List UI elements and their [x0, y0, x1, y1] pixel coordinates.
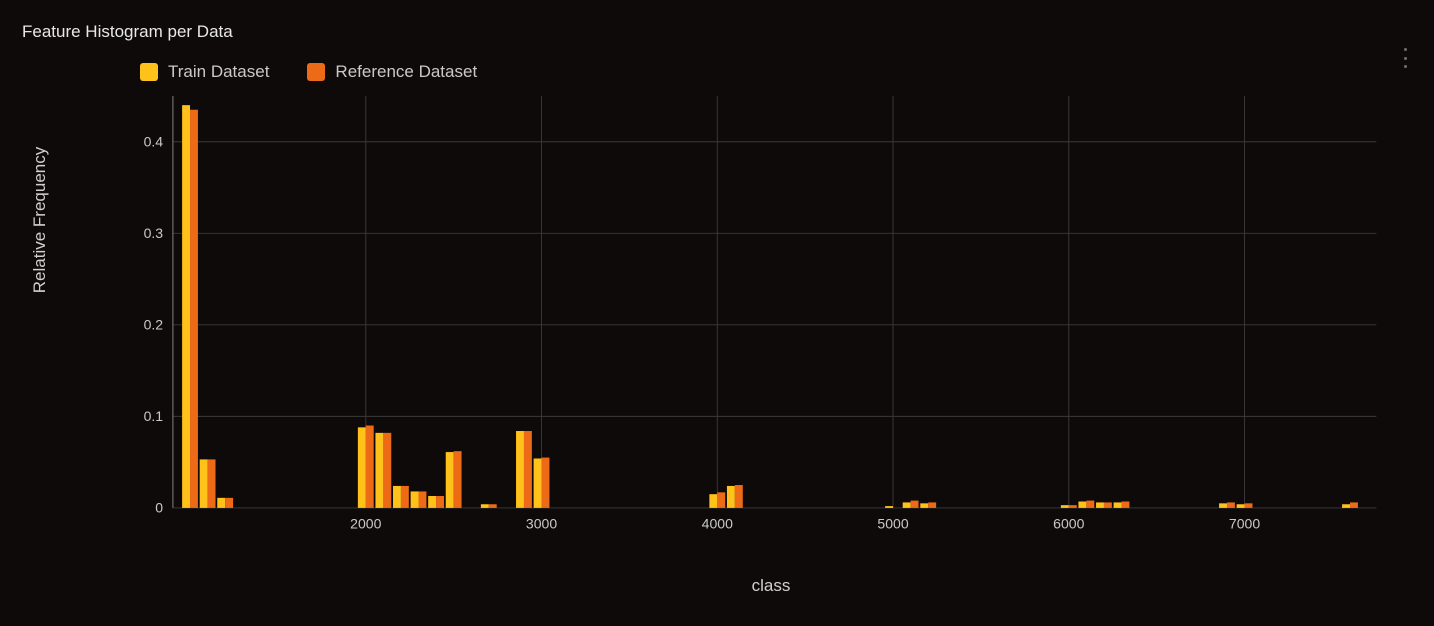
bar: [727, 486, 735, 508]
svg-text:5000: 5000: [877, 516, 908, 532]
legend-label-train: Train Dataset: [168, 62, 269, 82]
bar: [182, 105, 190, 508]
bar: [436, 496, 444, 508]
bar: [190, 110, 198, 508]
svg-text:7000: 7000: [1229, 516, 1260, 532]
bar: [735, 485, 743, 508]
bar: [1078, 502, 1086, 508]
bar: [217, 498, 225, 508]
chart-panel: Feature Histogram per Data Train Dataset…: [0, 0, 1434, 626]
bar: [419, 491, 427, 507]
chart-legend: Train Dataset Reference Dataset: [140, 62, 477, 82]
bar: [516, 431, 524, 508]
bar: [481, 504, 489, 508]
panel-menu-icon[interactable]: [1398, 48, 1412, 68]
svg-text:0.2: 0.2: [144, 317, 164, 333]
x-axis-label: class: [0, 576, 1434, 596]
y-axis-label: Relative Frequency: [30, 147, 50, 293]
svg-text:0: 0: [155, 500, 163, 516]
bar: [200, 459, 208, 508]
bar: [393, 486, 401, 508]
bar: [358, 427, 366, 508]
bar: [1342, 504, 1350, 508]
svg-text:2000: 2000: [350, 516, 381, 532]
bar: [446, 452, 454, 508]
bar: [1237, 504, 1245, 508]
legend-swatch-train: [140, 63, 158, 81]
bar: [920, 503, 928, 508]
svg-text:0.3: 0.3: [144, 225, 164, 241]
chart-title: Feature Histogram per Data: [22, 22, 233, 42]
bar: [542, 458, 550, 508]
bar: [1104, 502, 1112, 507]
bar: [1227, 502, 1235, 507]
bar: [903, 502, 911, 507]
bar: [489, 504, 497, 508]
bar: [454, 451, 462, 508]
bar: [1350, 502, 1358, 507]
bar: [911, 501, 919, 508]
svg-text:3000: 3000: [526, 516, 557, 532]
legend-item-reference[interactable]: Reference Dataset: [307, 62, 477, 82]
bar: [1069, 505, 1077, 508]
svg-text:4000: 4000: [702, 516, 733, 532]
bar: [524, 431, 532, 508]
bar: [1096, 502, 1104, 507]
legend-swatch-reference: [307, 63, 325, 81]
legend-item-train[interactable]: Train Dataset: [140, 62, 269, 82]
bar: [928, 502, 936, 507]
bar: [411, 491, 419, 507]
svg-text:6000: 6000: [1053, 516, 1084, 532]
bar: [383, 433, 391, 508]
legend-label-reference: Reference Dataset: [335, 62, 477, 82]
bar: [717, 492, 725, 508]
svg-text:0.1: 0.1: [144, 408, 164, 424]
bar: [401, 486, 409, 508]
bar: [1086, 501, 1094, 508]
bar: [1114, 502, 1122, 507]
bar: [709, 494, 717, 508]
bar: [208, 459, 216, 508]
bar: [885, 506, 893, 508]
bar: [1219, 503, 1227, 508]
bar: [428, 496, 436, 508]
svg-text:0.4: 0.4: [144, 133, 164, 149]
bar: [1122, 502, 1130, 508]
bar: [1061, 505, 1069, 508]
bar: [534, 458, 542, 507]
bar: [1245, 503, 1253, 508]
chart-plot: 0 0.1 0.2 0.3 0.4 2000 3000 4000 5000 6000 7000: [108, 96, 1394, 536]
bar: [375, 433, 383, 508]
bar: [225, 498, 233, 508]
bar: [366, 426, 374, 508]
